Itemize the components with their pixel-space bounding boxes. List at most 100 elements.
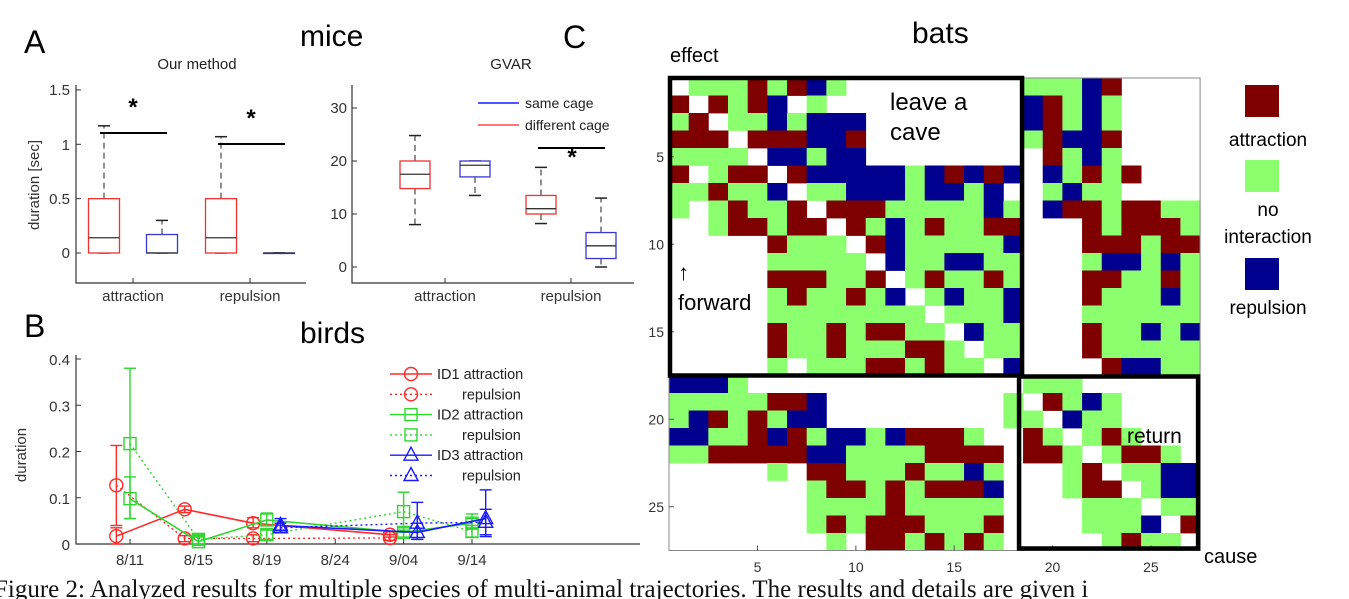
highlight-block-leave bbox=[667, 75, 1025, 378]
heatmap-cell-no-interaction bbox=[964, 498, 985, 516]
heatmap-cell-no-interaction bbox=[708, 165, 729, 184]
heatmap-cell-attraction bbox=[767, 323, 788, 341]
heatmap-cell-no-interaction bbox=[1121, 428, 1142, 446]
y-tick-label: 0.3 bbox=[49, 398, 70, 415]
heatmap-cell-no-interaction bbox=[1082, 183, 1103, 201]
heatmap-cell-no-interaction bbox=[865, 463, 886, 481]
heatmap-cell-no-interaction bbox=[944, 218, 965, 236]
heatmap-cell-no-interaction bbox=[846, 270, 867, 289]
legend-label: interaction bbox=[1224, 227, 1312, 248]
heatmap-cell-attraction bbox=[865, 200, 886, 219]
heatmap-cell-no-interaction bbox=[924, 498, 945, 516]
heatmap-cell-attraction bbox=[787, 270, 808, 289]
heatmap-cell-no-interaction bbox=[944, 515, 965, 534]
heatmap-cell-repulsion bbox=[806, 130, 827, 149]
heatmap-cell-attraction bbox=[846, 130, 867, 149]
heatmap-cell-no-interaction bbox=[767, 463, 788, 481]
heatmap-cell-attraction bbox=[669, 95, 690, 114]
x-tick-label: 9/04 bbox=[389, 552, 418, 569]
heatmap-cell-no-interaction bbox=[924, 463, 945, 481]
heatmap-cell-no-interaction bbox=[787, 323, 808, 341]
heatmap-cell-no-interaction bbox=[669, 445, 690, 464]
heatmap-cell-attraction bbox=[708, 130, 729, 149]
heatmap-annotations: leave a cave ↑ forward return bbox=[678, 89, 1182, 448]
heatmap-cell-attraction bbox=[1082, 323, 1103, 341]
heatmap-cell-no-interaction bbox=[826, 183, 847, 201]
heatmap-cell-repulsion bbox=[787, 148, 808, 166]
heatmap-cell-attraction bbox=[865, 323, 886, 341]
heatmap-cell-repulsion bbox=[1160, 288, 1181, 306]
heatmap-cell-no-interaction bbox=[846, 463, 867, 481]
legend-marker bbox=[402, 466, 420, 482]
heatmap-cell-no-interaction bbox=[787, 253, 808, 271]
heatmap-cell-no-interaction bbox=[1082, 253, 1103, 271]
legend-label: attraction bbox=[1229, 130, 1307, 151]
heatmap-cell-no-interaction bbox=[1160, 358, 1181, 376]
data-point bbox=[109, 528, 124, 544]
heatmap-cell-no-interaction bbox=[983, 463, 1004, 481]
heatmap-cell-no-interaction bbox=[688, 78, 709, 96]
heatmap-cell-attraction bbox=[924, 340, 945, 359]
heatmap-cell-no-interaction bbox=[1003, 340, 1024, 359]
heatmap-cell-no-interaction bbox=[826, 305, 847, 324]
y-tick-label: 0.2 bbox=[49, 445, 70, 462]
heatmap-cell-no-interaction bbox=[1003, 200, 1024, 219]
heatmap-cell-attraction bbox=[708, 183, 729, 201]
heatmap-cell-repulsion bbox=[1023, 113, 1044, 131]
heatmap-cell-attraction bbox=[1003, 218, 1024, 236]
heatmap-cell-no-interaction bbox=[688, 393, 709, 411]
heatmap-cell-attraction bbox=[1082, 270, 1103, 289]
heatmap-cell-no-interaction bbox=[1121, 323, 1142, 341]
heatmap-cell-no-interaction bbox=[885, 445, 906, 464]
heatmap-cell-repulsion bbox=[885, 428, 906, 446]
heatmap-cell-no-interaction bbox=[688, 148, 709, 166]
heatmap-cell-no-interaction bbox=[806, 95, 827, 114]
heatmap-cell-no-interaction bbox=[905, 533, 926, 551]
heatmap-cell-attraction bbox=[1121, 235, 1142, 254]
heatmap-cell-attraction bbox=[983, 165, 1004, 184]
heatmap-cell-attraction bbox=[826, 200, 847, 219]
heatmap-cell-attraction bbox=[924, 445, 945, 464]
heatmap-cell-attraction bbox=[747, 78, 768, 96]
heatmap-cell-repulsion bbox=[944, 288, 965, 306]
heatmap-cell-repulsion bbox=[806, 113, 827, 131]
heatmap-cell-no-interaction bbox=[728, 393, 749, 411]
heatmap-cell-no-interaction bbox=[1160, 305, 1181, 324]
heatmap-cell-no-interaction bbox=[1101, 305, 1122, 324]
heatmap-cell-no-interaction bbox=[944, 270, 965, 289]
panel-label-b: B bbox=[24, 308, 45, 344]
heatmap-cell-no-interaction bbox=[747, 113, 768, 131]
heatmap-cell-attraction bbox=[826, 515, 847, 534]
y-tick-label: 5 bbox=[656, 149, 664, 165]
heatmap-cell-attraction bbox=[767, 445, 788, 464]
heatmap-cell-no-interaction bbox=[1082, 305, 1103, 324]
heatmap-cell-no-interaction bbox=[983, 498, 1004, 516]
heatmap-cell-no-interaction bbox=[708, 393, 729, 411]
annotation-forward: forward bbox=[678, 290, 751, 315]
heatmap-cell-no-interaction bbox=[787, 113, 808, 131]
heatmap-cell-attraction bbox=[1160, 218, 1181, 236]
heatmap-cell-no-interaction bbox=[846, 323, 867, 341]
heatmap-cell-no-interaction bbox=[1180, 340, 1201, 359]
heatmap-cell-repulsion bbox=[885, 288, 906, 306]
y-tick-label: 20 bbox=[330, 153, 347, 170]
x-tick-label: 8/19 bbox=[252, 552, 281, 569]
x-tick-label: 9/14 bbox=[457, 552, 486, 569]
heatmap-cell-repulsion bbox=[826, 130, 847, 149]
heatmap-cell-no-interaction bbox=[806, 253, 827, 271]
heatmap-cell-attraction bbox=[708, 410, 729, 429]
heatmap-cell-no-interaction bbox=[747, 393, 768, 411]
heatmap-cell-repulsion bbox=[1042, 200, 1063, 219]
heatmap-cell-repulsion bbox=[885, 165, 906, 184]
heatmap-cell-attraction bbox=[964, 480, 985, 499]
heatmap-cell-attraction bbox=[826, 463, 847, 481]
heatmap-cell-no-interaction bbox=[1180, 200, 1201, 219]
heatmap-cell-attraction bbox=[1082, 340, 1103, 359]
heatmap-cell-no-interaction bbox=[787, 305, 808, 324]
heatmap-cell-repulsion bbox=[1003, 288, 1024, 306]
heatmap-cell-attraction bbox=[944, 445, 965, 464]
heatmap-cell-repulsion bbox=[1141, 358, 1162, 376]
heatmap-cell-attraction bbox=[826, 323, 847, 341]
heatmap-cell-repulsion bbox=[826, 165, 847, 184]
series-line bbox=[116, 508, 390, 537]
